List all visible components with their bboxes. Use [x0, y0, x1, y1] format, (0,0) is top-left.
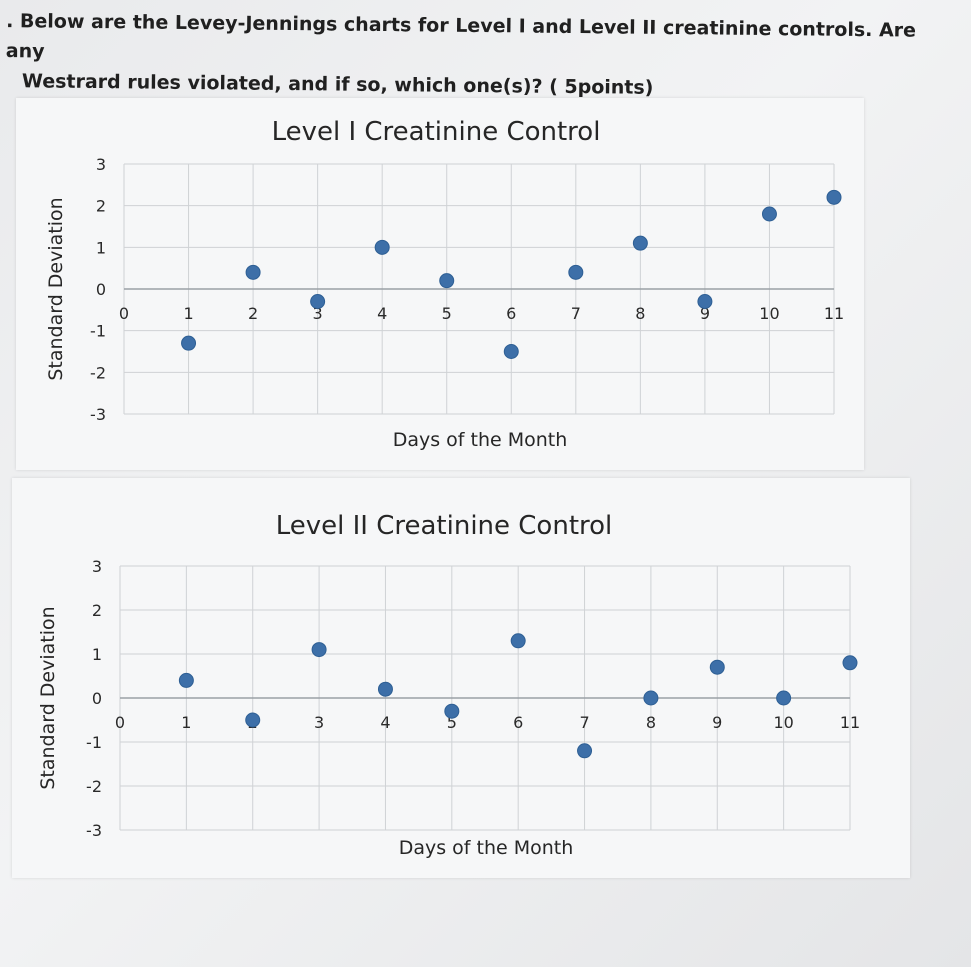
level-2-x-tick-label: 8 — [646, 713, 656, 732]
level-1-data-point — [439, 273, 455, 289]
level-2-chart-panel: Level II Creatinine Control3210-1-2-3012… — [12, 478, 910, 878]
question-line-1: . Below are the Levey-Jennings charts fo… — [5, 10, 917, 63]
level-2-x-tick-label: 10 — [773, 713, 793, 732]
level-1-chart-title: Level I Creatinine Control — [272, 117, 601, 147]
level-2-y-tick-label: 0 — [92, 689, 102, 708]
level-1-x-tick-label: 11 — [824, 304, 844, 323]
level-1-x-tick-label: 1 — [183, 304, 193, 323]
level-2-y-tick-label: 1 — [92, 645, 102, 664]
level-2-x-tick-label: 9 — [712, 713, 722, 732]
level-1-x-tick-label: 7 — [571, 304, 581, 323]
level-2-x-tick-label: 5 — [447, 713, 457, 732]
level-1-data-point — [181, 335, 197, 351]
level-2-data-point — [776, 690, 792, 706]
level-1-y-tick-label: 1 — [96, 238, 106, 257]
level-1-data-point — [503, 344, 519, 359]
level-1-y-axis-title: Standard Deviation — [45, 197, 67, 380]
level-2-data-point — [311, 642, 327, 658]
level-2-data-point — [444, 703, 460, 719]
level-1-data-point — [310, 294, 326, 309]
level-1-x-tick-label: 6 — [506, 304, 516, 323]
level-2-x-tick-label: 3 — [314, 713, 324, 732]
level-1-x-tick-label: 9 — [700, 304, 710, 323]
level-1-y-tick-label: 0 — [96, 280, 106, 299]
level-1-x-tick-label: 10 — [759, 304, 779, 323]
level-1-x-tick-label: 2 — [248, 304, 258, 323]
level-1-x-tick-label: 3 — [313, 304, 323, 323]
level-2-x-tick-label: 6 — [513, 713, 523, 732]
level-1-x-axis-title: Days of the Month — [393, 429, 568, 451]
level-2-chart: Level II Creatinine Control3210-1-2-3012… — [37, 511, 860, 859]
level-1-x-tick-label: 4 — [377, 304, 387, 323]
level-1-y-tick-label: 2 — [96, 197, 106, 216]
level-2-y-tick-label: -1 — [86, 733, 102, 752]
level-2-x-tick-label: 4 — [380, 713, 390, 732]
level-1-x-tick-label: 0 — [119, 304, 129, 323]
level-1-y-tick-label: -3 — [90, 405, 106, 424]
level-2-x-tick-label: 11 — [840, 713, 860, 732]
level-1-data-point — [761, 206, 777, 222]
question-text: . Below are the Levey-Jennings charts fo… — [0, 6, 960, 99]
level-2-y-tick-label: 3 — [92, 557, 102, 576]
level-1-data-point — [826, 189, 842, 205]
level-2-data-point — [709, 659, 725, 675]
level-2-x-tick-label: 7 — [579, 713, 589, 732]
level-2-y-tick-label: -2 — [86, 777, 102, 796]
level-2-data-point — [178, 672, 194, 688]
level-2-data-point — [377, 681, 393, 697]
level-2-y-tick-label: -3 — [86, 821, 102, 840]
level-1-y-tick-label: 3 — [96, 155, 106, 174]
level-1-data-point — [245, 264, 261, 280]
level-2-x-axis-title: Days of the Month — [399, 837, 574, 859]
level-1-data-point — [374, 239, 390, 255]
level-1-data-point — [632, 235, 648, 251]
level-1-data-point — [697, 294, 713, 309]
level-1-x-tick-label: 5 — [442, 304, 452, 323]
level-1-y-tick-label: -1 — [90, 322, 106, 341]
level-2-data-point — [643, 690, 659, 706]
level-1-data-point — [568, 264, 584, 280]
level-2-chart-title: Level II Creatinine Control — [276, 511, 613, 541]
level-2-data-point — [245, 712, 261, 728]
level-1-x-tick-label: 8 — [635, 304, 645, 323]
level-2-data-point — [510, 633, 526, 649]
level-2-x-tick-label: 1 — [181, 713, 191, 732]
level-2-y-axis-title: Standard Deviation — [37, 606, 59, 789]
level-1-y-tick-label: -2 — [90, 363, 106, 382]
level-2-data-point — [577, 743, 593, 759]
level-2-data-point — [842, 655, 858, 671]
level-2-x-tick-label: 0 — [115, 713, 125, 732]
level-1-chart-panel: Level I Creatinine Control 3 2 1 0 -1 -2 -3 0 1 2 3… — [16, 98, 864, 470]
level-2-y-tick-label: 2 — [92, 601, 102, 620]
